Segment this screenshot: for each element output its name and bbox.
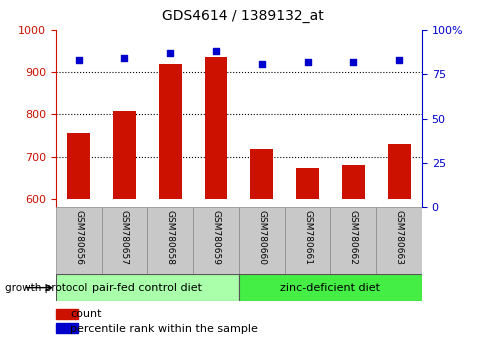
Bar [204, 57, 227, 199]
Point [121, 56, 128, 61]
Bar [56, 207, 101, 274]
Text: GSM780657: GSM780657 [120, 210, 129, 265]
Text: percentile rank within the sample: percentile rank within the sample [70, 324, 257, 333]
Text: GSM780660: GSM780660 [257, 210, 266, 265]
Text: GSM780661: GSM780661 [302, 210, 311, 265]
Bar [56, 274, 238, 301]
Point [303, 59, 311, 65]
Bar [113, 111, 136, 199]
Point [257, 61, 265, 67]
Bar [67, 133, 90, 199]
Point [212, 48, 219, 54]
Bar [341, 165, 364, 199]
Bar [238, 207, 284, 274]
Point [394, 57, 402, 63]
Text: GSM780662: GSM780662 [348, 210, 357, 265]
Text: count: count [70, 309, 102, 319]
Bar [56, 309, 77, 319]
Bar [387, 144, 409, 199]
Bar [147, 207, 193, 274]
Text: pair-fed control diet: pair-fed control diet [92, 282, 202, 293]
Text: GSM780658: GSM780658 [166, 210, 174, 265]
Bar [193, 207, 238, 274]
Bar [56, 323, 77, 333]
Point [348, 59, 356, 65]
Bar [101, 207, 147, 274]
Bar [376, 207, 421, 274]
Text: GSM780659: GSM780659 [211, 210, 220, 265]
Text: GDS4614 / 1389132_at: GDS4614 / 1389132_at [161, 9, 323, 23]
Point [166, 50, 174, 56]
Bar [295, 168, 318, 199]
Text: GSM780663: GSM780663 [394, 210, 403, 265]
Text: GSM780656: GSM780656 [74, 210, 83, 265]
Point [75, 57, 82, 63]
Bar [158, 64, 182, 199]
Bar [238, 274, 421, 301]
Bar [250, 149, 272, 199]
Bar [284, 207, 330, 274]
Text: growth protocol: growth protocol [5, 282, 87, 293]
Bar [330, 207, 376, 274]
Text: zinc-deficient diet: zinc-deficient diet [280, 282, 379, 293]
